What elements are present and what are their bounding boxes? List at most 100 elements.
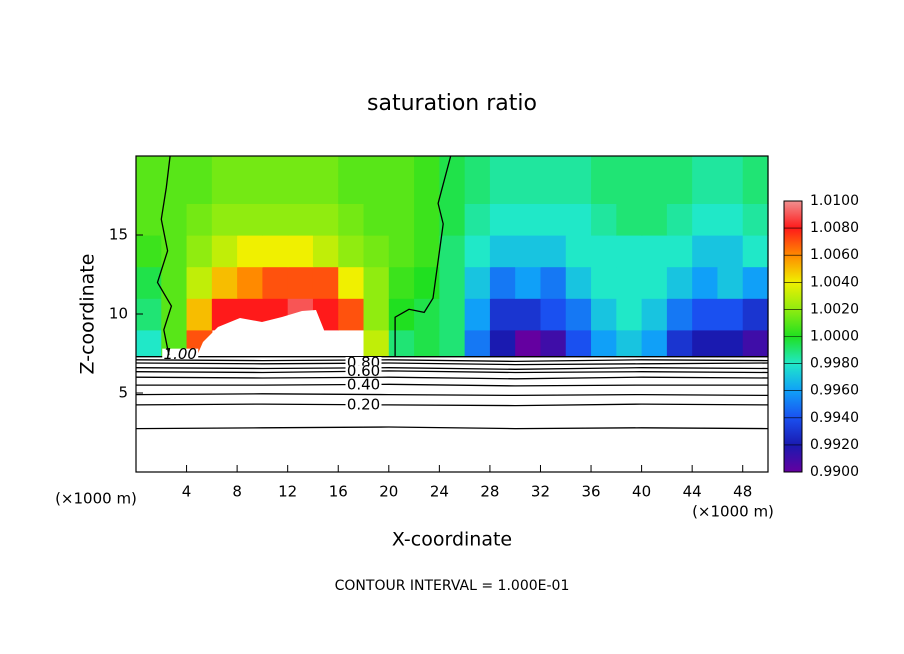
- field-cell: [312, 266, 339, 299]
- x-tick-label: 44: [683, 483, 702, 501]
- field-cell: [591, 156, 617, 204]
- field-cell: [237, 235, 263, 268]
- field-cell: [591, 266, 617, 299]
- field-cell: [136, 203, 162, 236]
- contour-line: [135, 426, 769, 430]
- y-tick-label: 15: [109, 226, 128, 244]
- field-cell: [211, 203, 238, 236]
- field-cell: [742, 329, 769, 358]
- field-cell: [515, 235, 542, 268]
- field-cell: [287, 266, 314, 299]
- field-cell: [540, 156, 567, 204]
- colorbar-tick-label: 1.0020: [810, 301, 859, 317]
- field-cell: [717, 156, 744, 204]
- field-cell: [717, 266, 744, 299]
- x-tick-label: 48: [733, 483, 752, 501]
- field-cell: [666, 329, 693, 358]
- field-cell: [262, 235, 289, 268]
- field-cell: [666, 203, 693, 236]
- contour-label: 1.00: [164, 345, 197, 363]
- field-cell: [161, 203, 188, 236]
- field-cell: [540, 266, 567, 299]
- x-tick-label: 24: [430, 483, 449, 501]
- field-cell: [388, 156, 415, 204]
- colorbar-tick-label: 0.9900: [810, 464, 859, 480]
- x-tick-label: 28: [480, 483, 499, 501]
- field-cell: [388, 298, 415, 331]
- field-cell: [641, 329, 668, 358]
- field-cell: [515, 266, 542, 299]
- colorbar-tick-label: 1.0040: [810, 274, 859, 290]
- field-cell: [717, 329, 744, 358]
- colorbar-tick-label: 1.0000: [810, 329, 859, 345]
- field-cell: [489, 266, 516, 299]
- field-cell: [414, 203, 440, 236]
- field-cell: [287, 235, 314, 268]
- field-cell: [262, 203, 289, 236]
- field-cell: [439, 156, 466, 204]
- field-cell: [616, 203, 643, 236]
- field-cell: [742, 266, 769, 299]
- contour-line: [136, 383, 768, 387]
- field-cell: [186, 156, 213, 204]
- field-cell: [540, 298, 567, 331]
- field-cell: [717, 298, 744, 331]
- field-cell: [464, 235, 491, 268]
- contour-label: 0.20: [347, 395, 380, 413]
- contour-line: [135, 393, 769, 397]
- x-tick-label: 20: [379, 483, 398, 501]
- field-cell: [489, 156, 516, 204]
- field-cell: [692, 235, 719, 268]
- x-unit-label: (×1000 m): [55, 490, 137, 508]
- colorbar-tick-label: 0.9920: [810, 437, 859, 453]
- colorbar-tick-label: 1.0100: [810, 193, 859, 209]
- x-tick-label: 36: [581, 483, 600, 501]
- field-cell: [186, 203, 213, 236]
- colorbar-tick-label: 0.9940: [810, 410, 859, 426]
- contour-line: [135, 367, 769, 370]
- field-cell: [565, 329, 592, 358]
- field-cell: [338, 235, 365, 268]
- field-cell: [211, 156, 238, 204]
- field-cell: [742, 235, 769, 268]
- field-cell: [565, 203, 592, 236]
- x-tick-label: 12: [278, 483, 297, 501]
- field-cell: [616, 235, 643, 268]
- contour-line: [135, 376, 769, 380]
- field-cell: [742, 298, 769, 331]
- field-cell: [591, 329, 617, 358]
- field-cell: [616, 266, 643, 299]
- field-cell: [489, 329, 516, 358]
- field-cell: [312, 156, 339, 204]
- field-cell: [388, 203, 415, 236]
- field-cell: [363, 203, 390, 236]
- field-cell: [338, 266, 365, 299]
- field-cell: [515, 329, 542, 358]
- chart-title: saturation ratio: [367, 91, 537, 116]
- field-cell: [414, 235, 440, 268]
- contour-label: 0.60: [347, 362, 380, 380]
- field-cell: [338, 203, 365, 236]
- field-cell: [237, 156, 263, 204]
- field-cell: [464, 266, 491, 299]
- field-cell: [363, 235, 390, 268]
- field-cell: [186, 235, 213, 268]
- field-cell: [641, 156, 668, 204]
- y-tick-label: 10: [109, 305, 128, 323]
- field-cell: [666, 266, 693, 299]
- field-cell: [692, 329, 719, 358]
- contour-label-bg: [345, 356, 382, 368]
- field-cell: [742, 156, 769, 204]
- field-cell: [641, 203, 668, 236]
- field-cell: [464, 203, 491, 236]
- field-cell: [237, 203, 263, 236]
- field-cell: [363, 329, 390, 358]
- field-cell: [692, 298, 719, 331]
- field-cell: [540, 235, 567, 268]
- field-cell: [666, 235, 693, 268]
- x-tick-label: 16: [329, 483, 348, 501]
- field-cell: [515, 298, 542, 331]
- field-cell: [515, 156, 542, 204]
- contour-label-bg: [345, 365, 382, 377]
